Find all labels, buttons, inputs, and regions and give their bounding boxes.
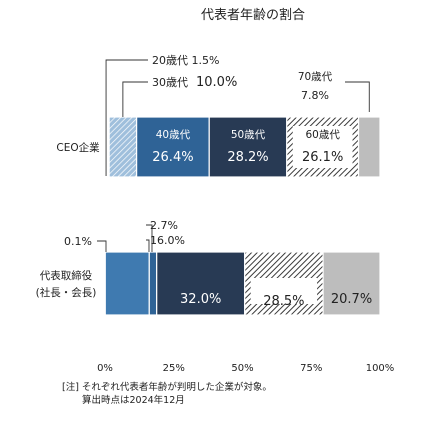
data-label-ceo-40s-value: 26.4% bbox=[152, 150, 193, 165]
category-label-rep-line2: (社長・会長) bbox=[36, 286, 97, 299]
bar-segment-ceo-50s bbox=[208, 116, 288, 178]
callout-label-ceo-30s-value: 10.0% bbox=[196, 75, 237, 90]
bar-segment-ceo-70s bbox=[357, 116, 381, 178]
callout-line-ceo-70s bbox=[345, 81, 370, 112]
data-label-ceo-60s-value: 26.1% bbox=[302, 150, 343, 165]
bar-segment-rep-50s bbox=[156, 251, 246, 316]
category-label-rep-line1: 代表取締役 bbox=[40, 269, 93, 282]
category-label-ceo: CEO企業 bbox=[56, 141, 100, 154]
callout-line-rep-40s bbox=[146, 224, 153, 252]
callout-line-ceo-30s bbox=[122, 81, 148, 117]
x-tick-label: 0% bbox=[97, 363, 113, 374]
bar-segment-rep-70s bbox=[322, 251, 381, 316]
data-label-rep-60s: 28.5% bbox=[263, 294, 304, 309]
bar-segment-rep-40s bbox=[148, 251, 158, 316]
callout-label-rep-30s: 16.0% bbox=[150, 234, 185, 247]
x-tick-label: 25% bbox=[163, 363, 185, 374]
footnote: [注] それぞれ代表者年齢が判明した企業が対象。 算出時点は2024年12月 bbox=[62, 381, 272, 407]
footnote-line-1: [注] それぞれ代表者年齢が判明した企業が対象。 bbox=[62, 382, 272, 393]
callout-label-rep-40s: 2.7% bbox=[150, 219, 178, 232]
rep-60s-label-box bbox=[250, 278, 318, 304]
data-label-ceo-50s-value: 28.2% bbox=[227, 150, 268, 165]
data-label-ceo-60s-name: 60歳代 bbox=[305, 129, 340, 141]
data-label-ceo-50s-name: 50歳代 bbox=[231, 129, 266, 141]
chart-title: 代表者年齢の割合 bbox=[201, 7, 305, 23]
bar-segment-rep-30s bbox=[104, 251, 150, 316]
bar-segment-ceo-20s bbox=[105, 117, 110, 177]
callout-label-ceo-30s-name: 30歳代 bbox=[152, 76, 188, 89]
data-label-rep-70s: 20.7% bbox=[331, 292, 372, 307]
bar-segment-ceo-40s bbox=[136, 116, 210, 178]
footnote-line-2: 算出時点は2024年12月 bbox=[82, 395, 185, 406]
ceo-60s-label-box bbox=[292, 126, 353, 168]
x-tick-label: 50% bbox=[231, 363, 253, 374]
x-tick-label: 100% bbox=[366, 363, 395, 374]
callout-label-rep-20s: 0.1% bbox=[64, 235, 92, 248]
callout-line-rep-30s bbox=[146, 239, 150, 252]
data-label-rep-50s: 32.0% bbox=[180, 292, 221, 307]
callout-line-rep-20s bbox=[97, 240, 107, 252]
data-label-ceo-40s-name: 40歳代 bbox=[156, 129, 191, 141]
callout-label-ceo-70s-value: 7.8% bbox=[301, 89, 329, 102]
callout-label-ceo-20s: 20歳代 1.5% bbox=[152, 54, 219, 67]
callout-label-ceo-70s-name: 70歳代 bbox=[298, 71, 333, 83]
bar-segment-ceo-30s bbox=[108, 116, 138, 178]
x-tick-label: 75% bbox=[300, 363, 322, 374]
callout-line-ceo-20s bbox=[105, 59, 148, 176]
